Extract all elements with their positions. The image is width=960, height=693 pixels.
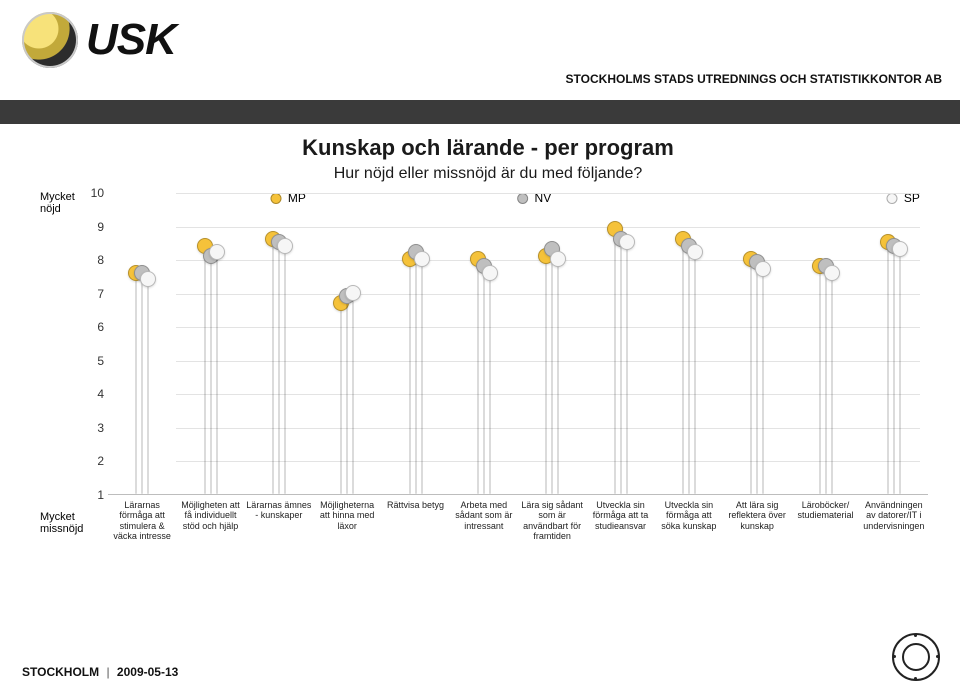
gridline bbox=[176, 294, 920, 295]
stem bbox=[620, 239, 622, 494]
stem bbox=[688, 246, 690, 494]
data-point bbox=[824, 265, 840, 281]
stem bbox=[614, 229, 616, 494]
data-point bbox=[209, 244, 225, 260]
category-label: Användningen av datorer/IT i undervisnin… bbox=[861, 494, 927, 531]
stem bbox=[489, 273, 491, 494]
data-point bbox=[345, 285, 361, 301]
footer-date: 2009-05-13 bbox=[117, 665, 178, 679]
data-point bbox=[414, 251, 430, 267]
stem bbox=[421, 259, 423, 494]
stem bbox=[899, 249, 901, 494]
stem bbox=[893, 246, 895, 494]
data-point bbox=[755, 261, 771, 277]
y-tick-label: 5 bbox=[86, 354, 104, 368]
stem bbox=[216, 252, 218, 494]
stem bbox=[682, 239, 684, 494]
gridline bbox=[176, 428, 920, 429]
data-point bbox=[687, 244, 703, 260]
gridline bbox=[176, 461, 920, 462]
gridline bbox=[176, 227, 920, 228]
chart-subtitle: Hur nöjd eller missnöjd är du med följan… bbox=[40, 165, 936, 183]
y-tick-label: 10 bbox=[86, 186, 104, 200]
chart-title: Kunskap och lärande - per program bbox=[40, 135, 936, 161]
chart: Mycket nöjd Mycket missnöjd MPNVSP Lärar… bbox=[40, 193, 936, 533]
page: USK STOCKHOLMS STADS UTREDNINGS OCH STAT… bbox=[0, 0, 960, 693]
logo-text: USK bbox=[86, 15, 176, 65]
category-label: Rättvisa betyg bbox=[382, 494, 448, 510]
stem bbox=[626, 242, 628, 494]
stem bbox=[135, 273, 137, 494]
stem bbox=[340, 303, 342, 494]
footer-separator: | bbox=[106, 665, 109, 679]
y-tick-label: 7 bbox=[86, 287, 104, 301]
header-darkband bbox=[0, 100, 960, 124]
category-label: Lära sig sådant som är användbart för fr… bbox=[519, 494, 585, 541]
city-seal-icon bbox=[892, 633, 940, 681]
data-point bbox=[482, 265, 498, 281]
stem bbox=[557, 259, 559, 494]
stem bbox=[762, 269, 764, 494]
category-label: Möjligheterna att hinna med läxor bbox=[314, 494, 380, 531]
stem bbox=[415, 252, 417, 494]
footer: STOCKHOLM | 2009-05-13 bbox=[22, 665, 178, 679]
gridline bbox=[176, 327, 920, 328]
footer-city: STOCKHOLM bbox=[22, 665, 99, 679]
stem bbox=[694, 252, 696, 494]
stem bbox=[284, 246, 286, 494]
y-tick-label: 6 bbox=[86, 320, 104, 334]
data-point bbox=[140, 271, 156, 287]
y-tick-label: 2 bbox=[86, 454, 104, 468]
stem bbox=[141, 273, 143, 494]
stem bbox=[551, 249, 553, 494]
y-tick-label: 3 bbox=[86, 421, 104, 435]
stem bbox=[346, 296, 348, 494]
logo-disc-icon bbox=[22, 12, 78, 68]
y-tick-label: 8 bbox=[86, 253, 104, 267]
category-label: Möjligheten att få individuellt stöd och… bbox=[177, 494, 243, 531]
stem bbox=[352, 293, 354, 494]
stem bbox=[756, 262, 758, 494]
stem bbox=[825, 266, 827, 494]
y-tick-label: 1 bbox=[86, 488, 104, 502]
data-point bbox=[619, 234, 635, 250]
stem bbox=[887, 242, 889, 494]
category-label: Lärarnas förmåga att stimulera & väcka i… bbox=[109, 494, 175, 541]
stem bbox=[210, 256, 212, 494]
data-point bbox=[277, 238, 293, 254]
stem bbox=[477, 259, 479, 494]
stem bbox=[819, 266, 821, 494]
stem bbox=[750, 259, 752, 494]
stem bbox=[278, 242, 280, 494]
stem bbox=[545, 256, 547, 494]
stem bbox=[831, 273, 833, 494]
gridline bbox=[176, 193, 920, 194]
data-point bbox=[892, 241, 908, 257]
y-tick-label: 9 bbox=[86, 220, 104, 234]
category-label: Lärarnas ämnes - kunskaper bbox=[246, 494, 312, 521]
stem bbox=[147, 279, 149, 494]
stem bbox=[272, 239, 274, 494]
category-label: Att lära sig reflektera över kunskap bbox=[724, 494, 790, 531]
gridline bbox=[176, 361, 920, 362]
category-label: Utveckla sin förmåga att ta studieansvar bbox=[587, 494, 653, 531]
data-point bbox=[550, 251, 566, 267]
category-label: Läroböcker/ studiematerial bbox=[792, 494, 858, 521]
gridline bbox=[176, 394, 920, 395]
logo: USK bbox=[22, 12, 176, 68]
y-tick-label: 4 bbox=[86, 387, 104, 401]
stem bbox=[409, 259, 411, 494]
y-axis-bottom-label: Mycket missnöjd bbox=[40, 511, 96, 535]
stem bbox=[204, 246, 206, 494]
category-label: Utveckla sin förmåga att söka kunskap bbox=[656, 494, 722, 531]
org-line: STOCKHOLMS STADS UTREDNINGS OCH STATISTI… bbox=[566, 72, 942, 86]
stem bbox=[483, 266, 485, 494]
plot-area: Lärarnas förmåga att stimulera & väcka i… bbox=[108, 193, 928, 495]
category-label: Arbeta med sådant som är intressant bbox=[451, 494, 517, 531]
chart-container: Kunskap och lärande - per program Hur nö… bbox=[40, 135, 936, 533]
